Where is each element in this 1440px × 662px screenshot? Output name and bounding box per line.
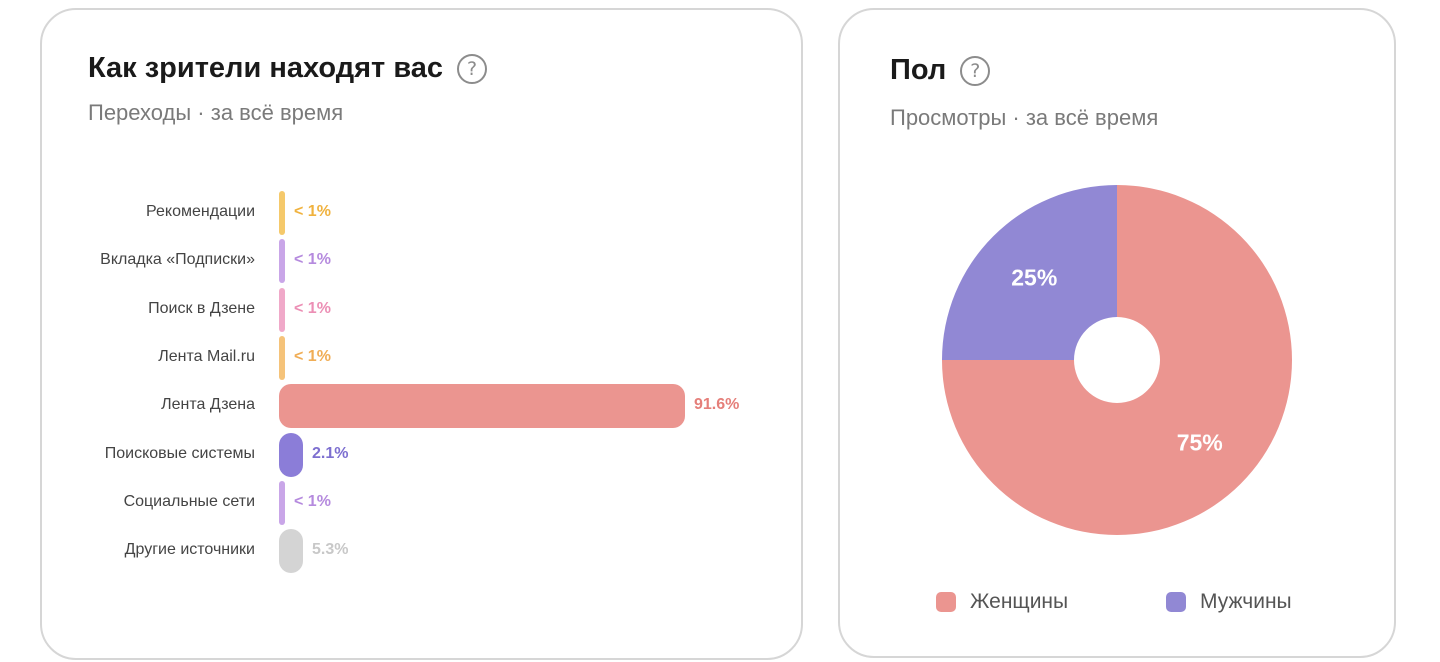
bar[interactable] — [279, 432, 303, 477]
bar-value-label: 5.3% — [312, 541, 349, 559]
bar-category-label: Поиск в Дзене — [148, 299, 255, 317]
bar[interactable] — [279, 335, 285, 380]
bar[interactable] — [279, 529, 303, 574]
pie-slice-label: 25% — [1011, 264, 1057, 290]
bar-category-label: Поисковые системы — [104, 444, 255, 462]
gender-card-title: Пол ? — [890, 54, 991, 87]
legend-label: Мужчины — [1200, 590, 1292, 613]
gender-title-text: Пол — [890, 54, 947, 86]
legend-label: Женщины — [970, 590, 1069, 613]
legend-item[interactable]: Женщины — [936, 590, 1068, 614]
traffic-card-subtitle: Переходы · за всё время — [88, 100, 344, 125]
pie-slice[interactable] — [942, 185, 1117, 360]
gender-card-subtitle: Просмотры · за всё время — [890, 105, 1159, 130]
pie-slice-label: 75% — [1177, 430, 1223, 456]
help-icon[interactable]: ? — [960, 55, 991, 86]
traffic-card-title: Как зрители находят вас ? — [88, 52, 488, 85]
bar-value-label: < 1% — [294, 347, 331, 365]
traffic-bar-chart: Рекомендации < 1% Вкладка «Подписки» < 1% По… — [42, 10, 801, 658]
legend-swatch — [1166, 592, 1186, 612]
bar-category-label: Лента Дзена — [161, 396, 255, 414]
help-icon[interactable]: ? — [457, 53, 488, 84]
pie-slice[interactable] — [942, 185, 1292, 535]
bar-category-label: Рекомендации — [146, 203, 255, 220]
bar-category-label: Вкладка «Подписки» — [100, 251, 255, 269]
bar-category-label: Другие источники — [124, 541, 255, 559]
legend-item[interactable]: Мужчины — [1166, 590, 1292, 614]
bar-category-label: Социальные сети — [123, 492, 255, 510]
bar-category-label: Лента Mail.ru — [158, 347, 255, 365]
bar[interactable] — [279, 191, 285, 235]
traffic-sources-card: Как зрители находят вас ? Переходы · за … — [40, 8, 803, 660]
bar-value-label: < 1% — [294, 299, 331, 317]
bar[interactable] — [279, 239, 285, 284]
bar[interactable] — [279, 480, 285, 525]
gender-card: Пол ? Просмотры · за всё время 75% 25% Же… — [838, 8, 1396, 658]
bar[interactable] — [279, 384, 685, 429]
traffic-title-text: Как зрители находят вас — [88, 52, 444, 84]
legend-swatch — [936, 592, 956, 612]
bar-value-label: 2.1% — [312, 444, 349, 462]
bar-value-label: 91.6% — [694, 396, 740, 414]
gender-donut-chart: 75% 25% — [942, 185, 1292, 535]
bar-value-label: < 1% — [294, 251, 331, 269]
bar[interactable] — [279, 287, 285, 332]
bar-value-label: < 1% — [294, 492, 331, 510]
bar-value-label: < 1% — [294, 203, 331, 220]
